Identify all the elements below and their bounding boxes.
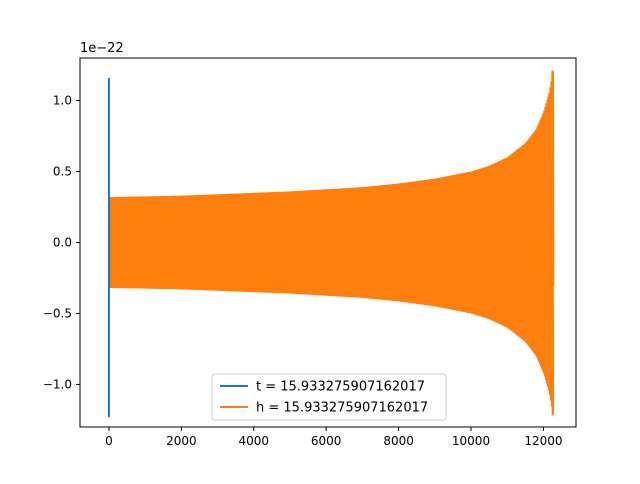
x-tick-label: 4000	[239, 434, 270, 448]
y-tick-label: −0.5	[43, 306, 72, 320]
series-h-merger	[551, 70, 555, 416]
x-tick-label: 2000	[166, 434, 197, 448]
x-tick-label: 10000	[452, 434, 490, 448]
y-tick-label: 0.5	[53, 165, 72, 179]
x-tick-label: 6000	[311, 434, 342, 448]
x-tick-label: 8000	[383, 434, 414, 448]
y-offset-label: 1e−22	[80, 41, 124, 56]
legend-label: h = 15.933275907162017	[256, 401, 428, 416]
y-tick-label: 0.0	[53, 236, 72, 250]
x-tick-label: 0	[105, 434, 113, 448]
legend-box	[211, 373, 447, 421]
x-tick-label: 12000	[524, 434, 562, 448]
legend-label: t = 15.933275907162017	[256, 380, 425, 395]
legend: t = 15.933275907162017 h = 15.93327590716…	[211, 373, 447, 421]
y-tick-label: 1.0	[53, 94, 72, 108]
axes-layer: 0 2000 4000 6000 8000 10000 12000 1.0 0.5 0.0 −0.5…	[43, 57, 577, 448]
y-tick-label: −1.0	[43, 377, 72, 391]
series-h-line	[108, 70, 555, 415]
plot-layer	[107, 70, 555, 418]
